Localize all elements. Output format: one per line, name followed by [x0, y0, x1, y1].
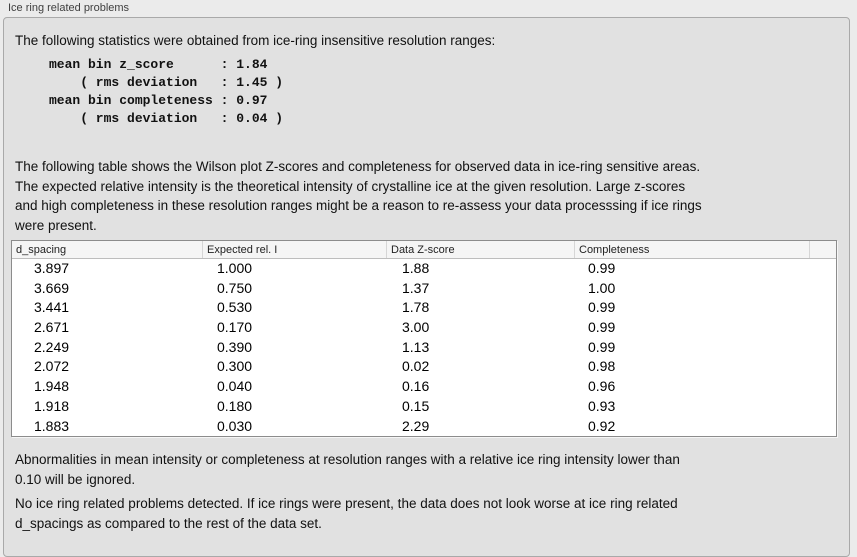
panel-title: Ice ring related problems [8, 2, 130, 14]
table-cell: 0.180 [217, 397, 253, 414]
ice-ring-table: d_spacing Expected rel. I Data Z-score C… [11, 240, 837, 438]
column-header-data-z-score[interactable]: Data Z-score [387, 241, 575, 258]
table-cell: 0.02 [402, 358, 430, 375]
table-cell: 1.37 [402, 279, 430, 296]
table-description-text: The following table shows the Wilson plo… [15, 159, 702, 233]
table-cell: 0.15 [402, 397, 430, 414]
table-cell: 0.98 [588, 358, 616, 375]
table-row[interactable]: 2.072 0.300 0.02 0.98 [12, 357, 836, 378]
table-cell: 0.99 [588, 299, 616, 316]
table-cell: 1.78 [402, 299, 430, 316]
table-cell: 1.88 [402, 260, 430, 276]
table-cell: 1.00 [588, 279, 616, 296]
stats-intro-text: The following statistics were obtained f… [15, 33, 496, 48]
table-row[interactable]: 1.883 0.030 2.29 0.92 [12, 416, 836, 437]
table-row[interactable]: 3.441 0.530 1.78 0.99 [12, 298, 836, 319]
table-cell: 0.99 [588, 338, 616, 355]
table-cell: 0.750 [217, 279, 253, 296]
table-cell: 0.390 [217, 338, 253, 355]
table-row[interactable]: 1.948 0.040 0.16 0.96 [12, 377, 836, 397]
table-cell: 0.96 [588, 378, 616, 395]
ice-ring-panel: The following statistics were obtained f… [3, 17, 850, 557]
column-header-expected-rel-i[interactable]: Expected rel. I [203, 241, 387, 258]
column-header-d-spacing[interactable]: d_spacing [12, 241, 203, 258]
table-cell: 0.99 [588, 319, 616, 336]
table-cell: 2.671 [34, 319, 70, 336]
table-cell: 1.918 [34, 397, 70, 414]
table-cell: 2.072 [34, 358, 70, 375]
table-row[interactable]: 1.918 0.180 0.15 0.93 [12, 396, 836, 417]
table-cell: 2.29 [402, 417, 430, 434]
table-row[interactable]: 2.249 0.390 1.13 0.99 [12, 337, 836, 358]
table-cell: 1.000 [217, 260, 253, 276]
table-cell: 0.300 [217, 358, 253, 375]
table-cell: 0.530 [217, 299, 253, 316]
table-cell: 0.040 [217, 378, 253, 395]
table-cell: 0.030 [217, 417, 253, 434]
table-cell: 0.93 [588, 397, 616, 414]
table-row[interactable]: 2.671 0.170 3.00 0.99 [12, 318, 836, 338]
table-cell: 1.13 [402, 338, 430, 355]
table-cell: 0.170 [217, 319, 253, 336]
table-cell: 3.669 [34, 279, 70, 296]
table-cell: 3.441 [34, 299, 70, 316]
table-row[interactable]: 3.897 1.000 1.88 0.99 [12, 259, 836, 279]
ignore-note-text: Abnormalities in mean intensity or compl… [15, 452, 680, 487]
table-cell: 1.948 [34, 378, 70, 395]
table-cell: 3.00 [402, 319, 430, 336]
table-row[interactable]: 3.669 0.750 1.37 1.00 [12, 278, 836, 299]
table-cell: 2.249 [34, 338, 70, 355]
table-cell: 1.883 [34, 417, 70, 434]
table-cell: 0.16 [402, 378, 430, 395]
table-body: 3.897 1.000 1.88 0.99 3.669 0.750 1.37 1.00 3.44… [12, 259, 836, 437]
column-header-filler [810, 241, 836, 258]
table-header-row: d_spacing Expected rel. I Data Z-score C… [12, 241, 836, 259]
stats-preformatted-block: mean bin z_score : 1.84 ( rms deviation … [49, 57, 284, 126]
table-cell: 0.99 [588, 260, 616, 276]
column-header-completeness[interactable]: Completeness [575, 241, 810, 258]
conclusion-text: No ice ring related problems detected. I… [15, 496, 678, 531]
table-cell: 3.897 [34, 260, 70, 276]
table-cell: 0.92 [588, 417, 616, 434]
